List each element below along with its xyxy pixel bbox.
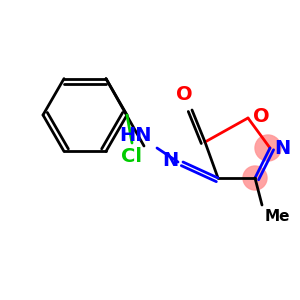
Text: O: O xyxy=(253,106,270,125)
Text: O: O xyxy=(176,85,192,104)
Ellipse shape xyxy=(255,135,281,161)
Ellipse shape xyxy=(243,166,267,190)
Text: N: N xyxy=(274,139,290,158)
Text: Me: Me xyxy=(265,209,290,224)
Text: Cl: Cl xyxy=(122,147,142,166)
Text: N: N xyxy=(162,151,178,169)
Text: HN: HN xyxy=(119,126,152,145)
